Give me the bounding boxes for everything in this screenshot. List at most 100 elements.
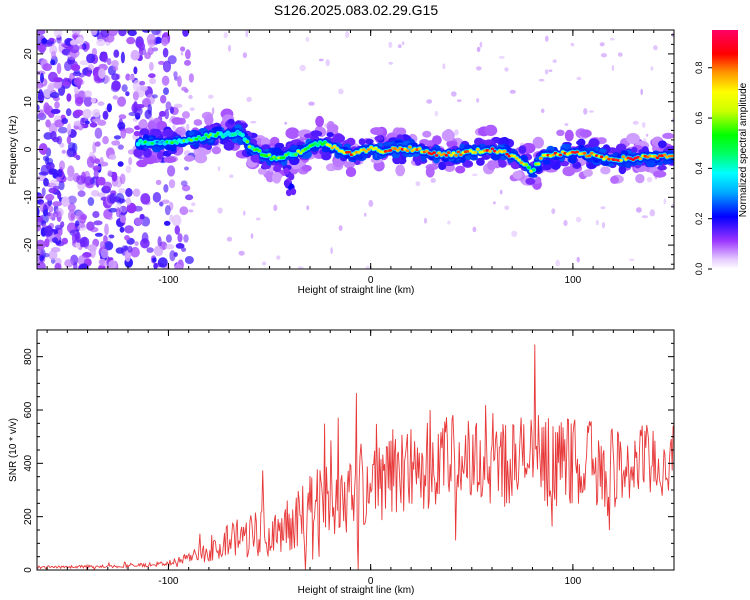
heatmap-cell [362,148,366,152]
y-tick-label: 20 [23,48,34,60]
heatmap-noise-blob [83,176,94,186]
heatmap-noise-blob [168,118,172,123]
heatmap-cell [396,127,407,136]
heatmap-noise-blob [147,104,152,115]
heatmap-noise-blob [42,63,52,71]
heatmap-cell [184,139,189,143]
heatmap-noise-blob [102,136,109,145]
heatmap-cell [512,170,523,179]
heatmap-cell [653,170,667,178]
heatmap-noise-blob [299,64,306,72]
heatmap-noise-blob [185,49,191,60]
heatmap-x-label: Height of straight line (km) [298,285,415,296]
heatmap-cell [658,140,667,149]
heatmap-noise-blob [152,192,162,203]
heatmap-noise-blob [79,236,90,248]
heatmap-cell [422,130,432,138]
heatmap-noise-blob [602,222,605,229]
heatmap-noise-blob [456,99,462,102]
heatmap-cell [425,149,429,153]
heatmap-noise-blob [90,97,96,104]
colorbar-tick-label: 0.6 [694,112,704,125]
heatmap-noise-blob [276,255,281,260]
heatmap-noise-blob [75,231,81,243]
heatmap-cell [273,165,282,173]
heatmap-noise-blob [57,126,68,134]
snr-y-label: SNR (10 * v/v) [8,418,19,482]
heatmap-cell [454,154,458,157]
heatmap-cell [333,157,344,168]
heatmap-noise-blob [104,223,109,236]
heatmap-cell [670,154,674,158]
heatmap-noise-blob [75,96,84,105]
heatmap-noise-blob [102,110,109,120]
heatmap-cell [138,120,148,129]
heatmap-noise-blob [43,202,50,210]
heatmap-noise-blob [92,118,102,123]
heatmap-noise-blob [92,211,100,218]
heatmap-cell [326,132,334,138]
heatmap-noise-blob [600,53,608,58]
heatmap-noise-blob [472,226,477,233]
heatmap-cell [432,135,442,146]
heatmap-cell [285,127,300,139]
heatmap-noise-blob [139,213,145,220]
heatmap-cell [542,159,551,165]
heatmap-noise-blob [149,78,157,85]
heatmap-noise-blob [128,111,138,117]
heatmap-noise-blob [544,69,549,75]
heatmap-cell [484,124,498,136]
heatmap-noise-blob [476,98,480,103]
heatmap-cell [446,140,458,147]
heatmap-noise-blob [100,248,109,259]
heatmap-noise-blob [183,234,189,243]
heatmap-cell [267,153,272,157]
heatmap-noise-blob [184,59,191,66]
heatmap-noise-blob [504,205,510,211]
heatmap-noise-blob [318,58,324,62]
heatmap-cell [621,155,626,159]
heatmap-noise-blob [211,107,215,115]
heatmap-noise-blob [87,197,95,206]
heatmap-noise-blob [69,44,80,54]
heatmap-noise-blob [113,49,120,58]
x-tick-label: 0 [368,576,374,587]
heatmap-noise-blob [83,96,93,107]
heatmap-cell [524,163,529,167]
heatmap-noise-blob [134,241,139,247]
heatmap-noise-blob [141,232,149,244]
heatmap-cell [610,175,619,184]
heatmap-noise-blob [130,246,140,258]
heatmap-noise-blob [179,206,189,216]
heatmap-noise-blob [40,72,44,84]
heatmap-noise-blob [59,160,65,171]
heatmap-cell [211,146,221,155]
heatmap-noise-blob [570,42,575,47]
heatmap-noise-blob [127,245,133,253]
heatmap-noise-blob [600,206,606,210]
heatmap-noise-blob [52,211,59,218]
heatmap-cell [576,140,584,146]
heatmap-noise-blob [54,101,60,109]
heatmap-cell [514,156,519,160]
heatmap-noise-blob [442,63,446,70]
heatmap-noise-blob [188,209,194,213]
heatmap-noise-blob [125,197,132,206]
heatmap-cell [481,154,491,160]
heatmap-cell [442,152,446,156]
heatmap-noise-blob [575,216,582,223]
heatmap-cell [602,157,606,161]
heatmap-cell [476,157,485,166]
heatmap-noise-blob [48,82,55,92]
heatmap-noise-blob [308,101,315,106]
heatmap-cell [374,146,378,150]
heatmap-noise-blob [61,149,66,154]
heatmap-noise-blob [98,258,107,267]
heatmap-noise-blob [162,47,169,58]
heatmap-ridge-layer [133,108,674,197]
heatmap-noise-blob [43,225,54,237]
heatmap-noise-blob [246,96,252,102]
heatmap-noise-blob [55,176,61,182]
heatmap-noise-blob [217,166,221,172]
heatmap-noise-blob [262,261,267,266]
